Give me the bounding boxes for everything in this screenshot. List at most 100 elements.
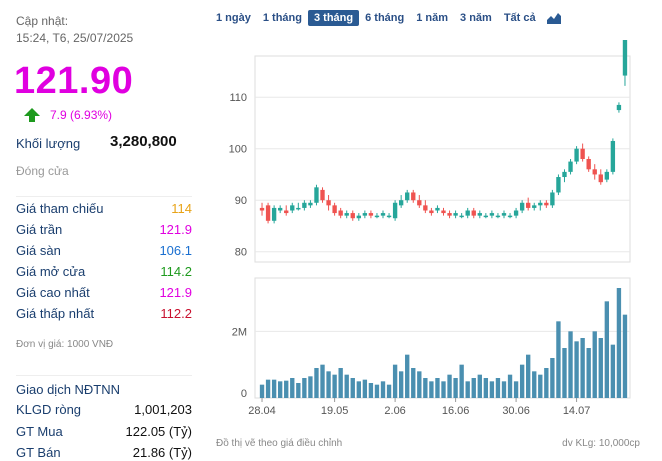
up-arrow-icon (24, 108, 40, 122)
volume-bar (441, 381, 446, 398)
volume-bar (314, 368, 319, 398)
candle-body (332, 205, 337, 214)
candle-body (265, 205, 271, 221)
volume-bar (465, 381, 470, 398)
tab-2[interactable]: 3 tháng (307, 10, 360, 26)
time-range-tabs: 1 ngày 1 tháng 3 tháng 6 tháng 1 năm 3 năm Tất… (210, 9, 562, 27)
foreign-trading-title: Giao dịch NĐTNN (16, 382, 121, 397)
volume-bar (374, 384, 380, 398)
price-row: Giá tham chiếu 114 (16, 201, 192, 216)
volume-bar (326, 371, 331, 398)
divider (16, 196, 192, 197)
foreign-row-value: 122.05 (Tỷ) (125, 424, 192, 439)
candle-body (271, 207, 277, 221)
candle-body (532, 205, 537, 208)
price-tick-label: 80 (235, 247, 247, 259)
candle-body (290, 205, 295, 211)
candle-body (568, 161, 573, 172)
volume-bar (574, 341, 579, 398)
volume-bar (386, 384, 392, 398)
volume-bar (265, 379, 271, 398)
candle-body (447, 213, 452, 216)
tab-6[interactable]: Tất cả (503, 12, 536, 24)
volume-bar (320, 364, 325, 398)
volume-bar (598, 338, 603, 398)
price-row-label: Giá mở cửa (16, 264, 86, 279)
candle-body (368, 213, 374, 216)
price-row-label: Giá sàn (16, 243, 61, 258)
volume-bar (604, 301, 610, 398)
volume-bar (562, 348, 567, 398)
candle-body (501, 213, 507, 216)
tab-1[interactable]: 1 tháng (262, 12, 302, 24)
candle-body (622, 40, 628, 76)
candle-body (338, 210, 343, 216)
price-row-value: 112.2 (160, 306, 192, 321)
volume-bar (616, 288, 622, 398)
volume-bar (622, 314, 628, 398)
volume-bar (284, 380, 289, 398)
volume-bar (592, 331, 597, 398)
price-row: Giá thấp nhất 112.2 (16, 306, 192, 321)
x-tick-label: 30.06 (502, 405, 530, 417)
price-row-label: Giá trần (16, 222, 63, 237)
volume-bar (368, 383, 374, 398)
market-status: Đóng cửa (16, 164, 69, 178)
tab-4[interactable]: 1 năm (416, 12, 449, 24)
volume-bar (259, 384, 265, 398)
foreign-row-value: 21.86 (Tỷ) (132, 445, 192, 460)
volume-bar (392, 364, 398, 398)
candle-body (314, 187, 319, 203)
volume-bar (271, 379, 277, 398)
volume-bar (507, 374, 513, 398)
candle-body (513, 210, 519, 216)
volume-bar (308, 376, 313, 398)
price-tick-label: 110 (229, 92, 247, 104)
volume-bar (519, 364, 525, 398)
candle-body (574, 148, 579, 162)
price-row: Giá sàn 106.1 (16, 243, 192, 258)
volume-bar (556, 321, 561, 398)
candle-body (616, 104, 622, 111)
candle-body (284, 210, 289, 214)
volume-bar (411, 368, 416, 398)
price-unit-note: Đơn vị giá: 1000 VNĐ (16, 339, 114, 350)
price-row-value: 114.2 (160, 264, 192, 279)
chart-footnote: Đồ thị vẽ theo giá điều chỉnh (216, 438, 343, 449)
tab-0[interactable]: 1 ngày (216, 12, 251, 24)
candle-body (586, 159, 591, 170)
candle-body (526, 202, 531, 208)
volume-bar (550, 358, 555, 398)
candle-body (277, 207, 283, 211)
volume-bar (423, 378, 428, 398)
divider (16, 375, 192, 376)
candle-body (405, 192, 410, 201)
price-change: 7.9 (6.93%) (50, 108, 113, 122)
volume-bar (495, 378, 501, 398)
volume-bar (483, 378, 489, 398)
volume-bar (344, 374, 349, 398)
candle-body (483, 215, 489, 218)
volume-bar (526, 354, 531, 398)
price-tick-label: 90 (235, 195, 247, 207)
volume-bar (362, 379, 368, 398)
foreign-row: GT Mua 122.05 (Tỷ) (16, 424, 192, 439)
volume-unit-note: dv KLg: 10,000cp (562, 438, 640, 449)
volume-bar (489, 381, 495, 398)
candle-body (296, 207, 301, 210)
price-row-label: Giá cao nhất (16, 285, 90, 300)
current-price: 121.90 (14, 60, 134, 102)
price-tick-label: 100 (229, 144, 247, 156)
volume-bar (338, 368, 343, 398)
update-time: 15:24, T6, 25/07/2025 (16, 31, 134, 45)
tab-3[interactable]: 6 tháng (365, 12, 405, 24)
candle-body (423, 205, 428, 211)
volume-bar (610, 344, 616, 398)
candle-body (362, 213, 368, 216)
candle-body (453, 213, 458, 216)
price-chart: 80 90 100 110 0 2M 28.04 19.05 2.06 16.06 30.06 14.… (229, 40, 631, 417)
volume-bar (580, 338, 585, 398)
tab-5[interactable]: 3 năm (460, 12, 492, 24)
candle-body (350, 213, 355, 219)
area-chart-icon[interactable] (545, 11, 562, 25)
